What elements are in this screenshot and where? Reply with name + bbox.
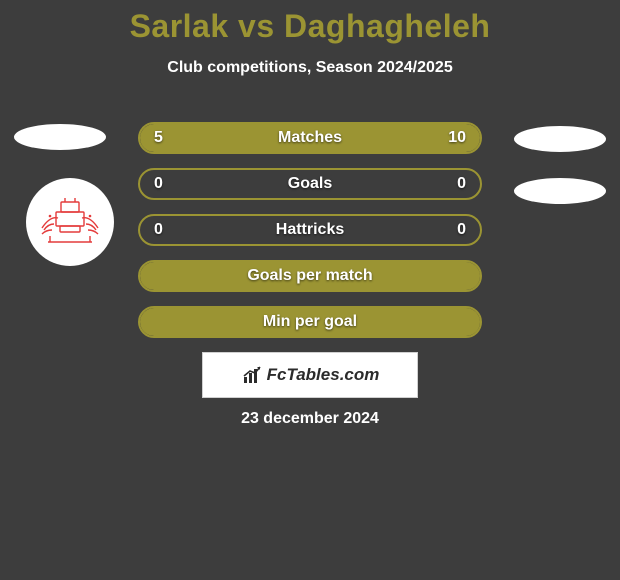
stat-bar-goals-per-match: Goals per match [138, 260, 482, 292]
bar-value-left: 0 [154, 221, 163, 239]
attribution-text: FcTables.com [267, 365, 380, 385]
date-text: 23 december 2024 [0, 410, 620, 428]
attribution-box: FcTables.com [202, 352, 418, 398]
bar-label: Hattricks [276, 221, 344, 239]
subtitle: Club competitions, Season 2024/2025 [0, 59, 620, 77]
bar-value-right: 10 [448, 129, 466, 147]
player2-club-badge-2 [514, 178, 606, 204]
bar-label: Min per goal [263, 313, 357, 331]
page-title: Sarlak vs Daghagheleh [0, 0, 620, 45]
player2-club-badge-1 [514, 126, 606, 152]
comparison-bars: 5 10 Matches 0 0 Goals 0 0 Hattricks Goals per ma… [138, 122, 482, 352]
stat-bar-goals: 0 0 Goals [138, 168, 482, 200]
bar-value-left: 0 [154, 175, 163, 193]
stat-bar-matches: 5 10 Matches [138, 122, 482, 154]
bar-value-right: 0 [457, 221, 466, 239]
stat-bar-hattricks: 0 0 Hattricks [138, 214, 482, 246]
bar-label: Matches [278, 129, 342, 147]
bar-value-left: 5 [154, 129, 163, 147]
attribution-chart-icon [241, 364, 263, 386]
player1-club-crest [26, 178, 114, 266]
bar-value-right: 0 [457, 175, 466, 193]
stat-bar-min-per-goal: Min per goal [138, 306, 482, 338]
player1-club-badge-1 [14, 124, 106, 150]
crest-icon [36, 188, 104, 256]
bar-label: Goals [288, 175, 332, 193]
bar-label: Goals per match [247, 267, 372, 285]
